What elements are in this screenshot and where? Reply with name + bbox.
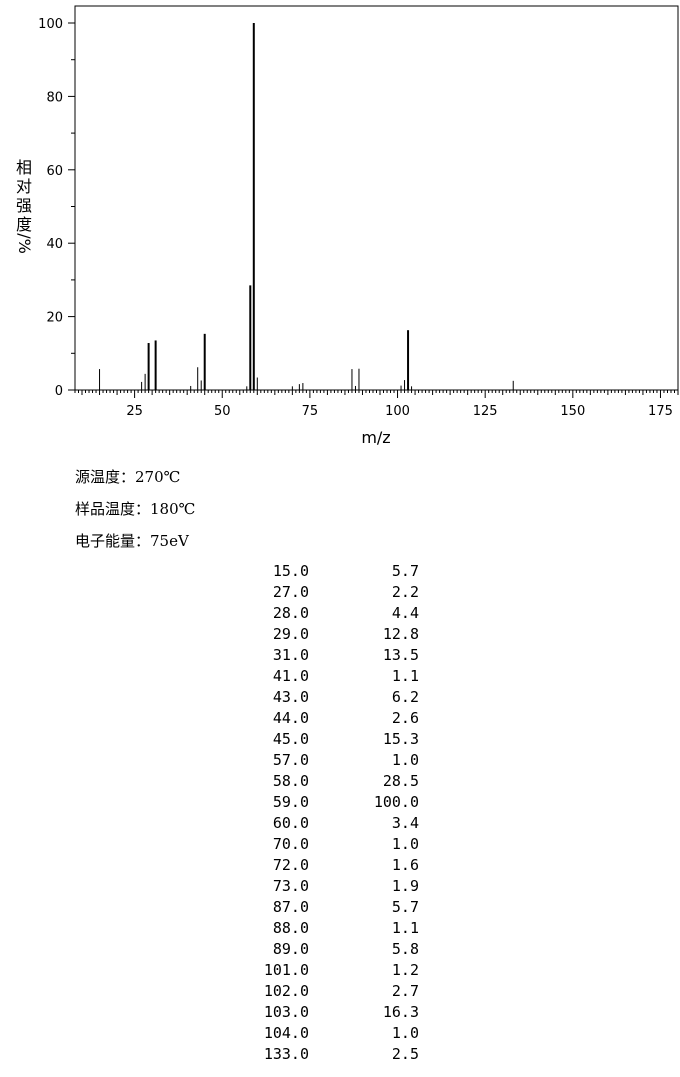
intensity-value: 3.4 (391, 814, 419, 832)
y-tick-label: 100 (38, 17, 63, 32)
x-tick-label: 25 (126, 404, 143, 419)
table-row: 41.0 1.1 (250, 666, 430, 687)
y-tick-label: 60 (46, 164, 63, 179)
intensity-value: 1.0 (391, 751, 419, 769)
mz-value: 89.0 (272, 940, 309, 958)
y-axis-label: 相 对 强 度 /% (14, 158, 34, 254)
table-row: 70.0 1.0 (250, 834, 430, 855)
table-row: 103.0 16.3 (250, 1002, 430, 1023)
intensity-value: 100.0 (373, 793, 419, 811)
mz-value: 104.0 (263, 1024, 309, 1042)
mz-value: 60.0 (272, 814, 309, 832)
mz-value: 15.0 (272, 562, 309, 580)
y-tick-label: 0 (55, 384, 63, 399)
mz-value: 133.0 (263, 1045, 309, 1063)
mz-value: 31.0 (272, 646, 309, 664)
mz-value: 44.0 (272, 709, 309, 727)
y-axis-label-unit: /% (14, 233, 34, 254)
intensity-value: 5.8 (391, 940, 419, 958)
table-row: 87.0 5.7 (250, 897, 430, 918)
table-row: 60.0 3.4 (250, 813, 430, 834)
mz-value: 27.0 (272, 583, 309, 601)
intensity-value: 1.1 (391, 667, 419, 685)
table-row: 28.0 4.4 (250, 603, 430, 624)
intensity-value: 28.5 (382, 772, 419, 790)
intensity-value: 13.5 (382, 646, 419, 664)
intensity-value: 1.6 (391, 856, 419, 874)
mz-value: 58.0 (272, 772, 309, 790)
mz-value: 101.0 (263, 961, 309, 979)
intensity-value: 1.1 (391, 919, 419, 937)
y-axis-label-char: 对 (15, 177, 32, 196)
intensity-value: 2.5 (391, 1045, 419, 1063)
electron-energy: 电子能量：75eV (75, 532, 189, 550)
table-row: 31.0 13.5 (250, 645, 430, 666)
sample-temperature: 样品温度：180℃ (75, 500, 196, 518)
mz-value: 73.0 (272, 877, 309, 895)
mz-value: 72.0 (272, 856, 309, 874)
x-axis-label: m/z (361, 428, 390, 447)
table-row: 89.0 5.8 (250, 939, 430, 960)
intensity-value: 5.7 (391, 562, 419, 580)
x-tick-label: 150 (560, 404, 585, 419)
intensity-value: 5.7 (391, 898, 419, 916)
mz-value: 87.0 (272, 898, 309, 916)
table-row: 102.0 2.7 (250, 981, 430, 1002)
plot-frame (74, 5, 679, 391)
mz-value: 43.0 (272, 688, 309, 706)
y-tick-label: 20 (46, 311, 63, 326)
intensity-value: 12.8 (382, 625, 419, 643)
intensity-value: 1.0 (391, 1024, 419, 1042)
y-tick-label: 40 (46, 237, 63, 252)
x-tick-label: 50 (214, 404, 231, 419)
mass-spectrum-chart: 25 50 75 100 125 150 175 0 20 40 60 80 100 m/z (38, 5, 679, 447)
y-axis-label-char: 相 (15, 158, 32, 177)
mz-value: 88.0 (272, 919, 309, 937)
intensity-value: 2.7 (391, 982, 419, 1000)
intensity-value: 1.0 (391, 835, 419, 853)
y-axis-label-char: 度 (15, 215, 32, 234)
table-row: 45.0 15.3 (250, 729, 430, 750)
table-row: 88.0 1.1 (250, 918, 430, 939)
mz-value: 102.0 (263, 982, 309, 1000)
mz-value: 45.0 (272, 730, 309, 748)
table-row: 43.0 6.2 (250, 687, 430, 708)
mz-value: 41.0 (272, 667, 309, 685)
table-row: 73.0 1.9 (250, 876, 430, 897)
x-tick-label: 175 (648, 404, 673, 419)
intensity-value: 2.6 (391, 709, 419, 727)
intensity-value: 4.4 (391, 604, 419, 622)
table-row: 15.0 5.7 (250, 561, 430, 582)
table-row: 72.0 1.6 (250, 855, 430, 876)
intensity-value: 2.2 (391, 583, 419, 601)
table-row: 44.0 2.6 (250, 708, 430, 729)
x-tick-label: 100 (385, 404, 410, 419)
mz-value: 29.0 (272, 625, 309, 643)
source-temperature: 源温度：270℃ (75, 468, 181, 486)
mz-value: 28.0 (272, 604, 309, 622)
y-axis-label-char: 强 (15, 196, 32, 215)
y-tick-label: 80 (46, 90, 63, 105)
intensity-value: 16.3 (382, 1003, 419, 1021)
table-row: 29.0 12.8 (250, 624, 430, 645)
mz-value: 59.0 (272, 793, 309, 811)
intensity-value: 1.2 (391, 961, 419, 979)
x-tick-label: 75 (302, 404, 319, 419)
peak-table: 15.0 5.7 27.0 2.2 28.0 4.4 29.0 12.8 31.0 13.5 41.… (250, 561, 430, 1065)
intensity-value: 6.2 (391, 688, 419, 706)
table-row: 58.0 28.5 (250, 771, 430, 792)
table-row: 59.0 100.0 (250, 792, 430, 813)
intensity-value: 1.9 (391, 877, 419, 895)
intensity-value: 15.3 (382, 730, 419, 748)
table-row: 133.0 2.5 (250, 1044, 430, 1065)
table-row: 101.0 1.2 (250, 960, 430, 981)
table-row: 57.0 1.0 (250, 750, 430, 771)
x-tick-label: 125 (473, 404, 498, 419)
mz-value: 103.0 (263, 1003, 309, 1021)
table-row: 104.0 1.0 (250, 1023, 430, 1044)
mz-value: 70.0 (272, 835, 309, 853)
table-row: 27.0 2.2 (250, 582, 430, 603)
mz-value: 57.0 (272, 751, 309, 769)
